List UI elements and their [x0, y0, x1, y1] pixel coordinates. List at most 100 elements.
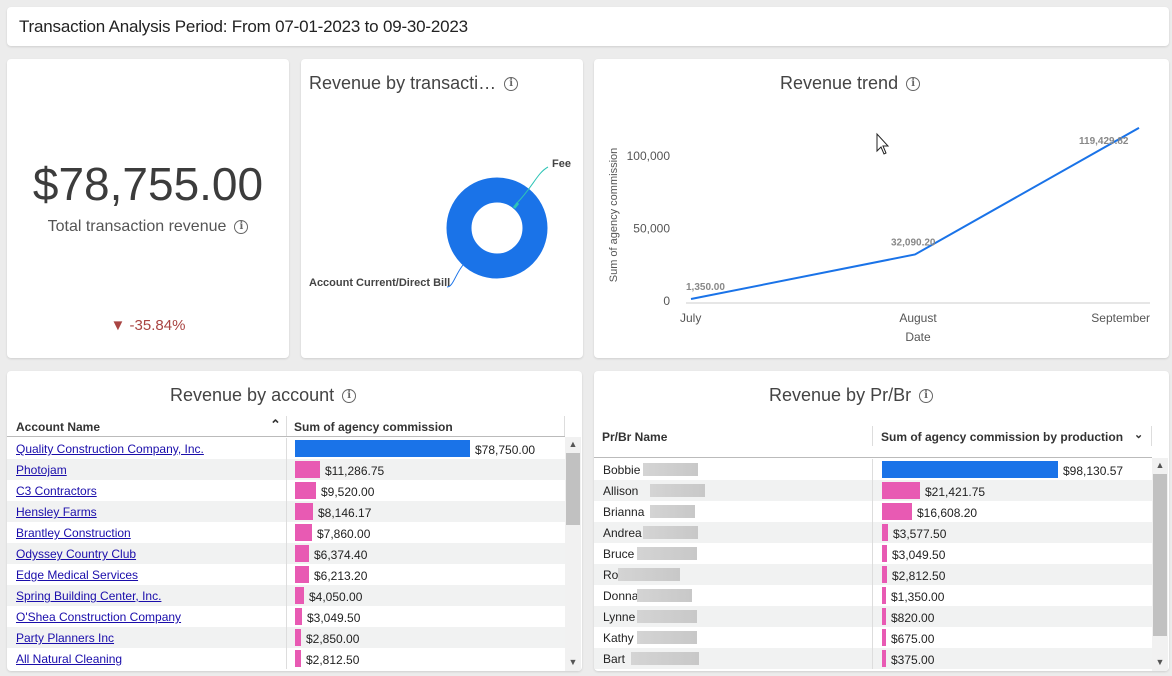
table-row[interactable]: Edge Medical Services $6,213.20 — [7, 564, 565, 585]
table-row[interactable]: Photojam $11,286.75 — [7, 459, 565, 480]
scroll-down-icon[interactable]: ▼ — [1155, 657, 1165, 667]
producer-name: Allison — [603, 484, 639, 498]
producer-name: Kathy — [603, 631, 634, 645]
redacted-name — [637, 610, 697, 623]
account-scrollbar[interactable]: ▲ ▼ — [565, 437, 581, 671]
commission-value: $16,608.20 — [917, 506, 978, 520]
table-row[interactable]: Andrea $3,577.50 — [594, 522, 1152, 543]
commission-bar — [882, 524, 888, 541]
column-divider — [1151, 426, 1152, 446]
table-row[interactable]: Bobbie $98,130.57 — [594, 459, 1152, 480]
trend-title: Revenue trend — [780, 73, 899, 93]
account-link[interactable]: Brantley Construction — [16, 526, 131, 540]
donut-slice-fee[interactable] — [512, 202, 520, 209]
redacted-name — [637, 631, 697, 644]
donut-title: Revenue by transacti… — [309, 73, 497, 93]
account-name-header[interactable]: Account Name — [16, 420, 101, 434]
producer-name: Bruce — [603, 547, 635, 561]
account-link[interactable]: All Natural Cleaning — [16, 652, 123, 666]
commission-value: $7,860.00 — [317, 527, 371, 541]
sort-ascending-icon[interactable]: ⌃ — [270, 417, 281, 432]
redacted-name — [617, 568, 680, 581]
donut-chart: Fee Account Current/Direct Bill — [309, 158, 571, 289]
table-row[interactable]: C3 Contractors $9,520.00 — [7, 480, 565, 501]
scroll-down-icon[interactable]: ▼ — [568, 657, 578, 667]
table-row[interactable]: Lynne $820.00 — [594, 606, 1152, 627]
kpi-change: ▼ -35.84% — [110, 317, 186, 334]
x-tick-label: July — [680, 311, 701, 325]
redacted-name — [637, 547, 697, 560]
info-icon[interactable]: i — [906, 77, 921, 92]
table-row[interactable]: Odyssey Country Club $6,374.40 — [7, 543, 565, 564]
kpi-value: $78,755.00 — [32, 158, 264, 210]
donut-slice-account[interactable] — [446, 177, 548, 279]
column-divider — [872, 426, 873, 446]
table-row[interactable]: Ro $2,812.50 — [594, 564, 1152, 585]
producer-name: Bobbie — [603, 463, 641, 477]
commission-bar — [295, 566, 309, 583]
column-divider — [872, 627, 873, 648]
prbr-scrollbar[interactable]: ▲ ▼ — [1152, 458, 1168, 671]
table-row[interactable]: Kathy $675.00 — [594, 627, 1152, 648]
account-link[interactable]: Edge Medical Services — [16, 568, 139, 582]
trend-line[interactable] — [690, 126, 1140, 301]
table-row[interactable]: Quality Construction Company, Inc. $78,75… — [7, 438, 565, 459]
info-icon[interactable]: i — [504, 77, 519, 92]
table-row[interactable]: Bart $375.00 — [594, 648, 1152, 669]
redacted-name — [643, 463, 699, 476]
prbr-name-header[interactable]: Pr/Br Name — [602, 430, 668, 444]
scroll-thumb[interactable] — [566, 453, 580, 525]
commission-bar — [882, 566, 887, 583]
commission-header[interactable]: Sum of agency commission — [294, 420, 453, 434]
account-link[interactable]: Party Planners Inc — [16, 631, 115, 645]
chevron-down-icon[interactable]: ⌄ — [1134, 429, 1144, 441]
account-link[interactable]: Quality Construction Company, Inc. — [16, 442, 204, 456]
producer-name: Ro — [603, 568, 619, 582]
commission-bar — [295, 461, 320, 478]
redacted-name — [637, 589, 692, 602]
commission-bar — [295, 629, 301, 646]
table-row[interactable]: Allison $21,421.75 — [594, 480, 1152, 501]
account-link[interactable]: O'Shea Construction Company — [16, 610, 182, 624]
column-divider — [872, 501, 873, 522]
redacted-name — [643, 526, 699, 539]
info-icon[interactable]: i — [342, 389, 357, 404]
account-link[interactable]: Hensley Farms — [16, 505, 97, 519]
prbr-commission-header[interactable]: Sum of agency commission by production c… — [881, 430, 1125, 444]
table-row[interactable]: Donna $1,350.00 — [594, 585, 1152, 606]
scroll-up-icon[interactable]: ▲ — [568, 439, 578, 449]
info-icon[interactable]: i — [234, 219, 249, 234]
y-tick-label: 100,000 — [627, 149, 671, 163]
column-divider — [872, 543, 873, 564]
commission-value: $2,812.50 — [892, 569, 946, 583]
producer-name: Andrea — [603, 526, 642, 540]
table-row[interactable]: Party Planners Inc $2,850.00 — [7, 627, 565, 648]
redacted-name — [649, 505, 695, 518]
table-row[interactable]: Spring Building Center, Inc. $4,050.00 — [7, 585, 565, 606]
revenue-trend-card: Revenue trend i Sum of agency commission … — [594, 59, 1169, 358]
account-link[interactable]: Spring Building Center, Inc. — [16, 589, 162, 603]
table-row[interactable]: Hensley Farms $8,146.17 — [7, 501, 565, 522]
commission-bar — [882, 461, 1058, 478]
table-row[interactable]: All Natural Cleaning $2,812.50 — [7, 648, 565, 669]
scroll-thumb[interactable] — [1153, 474, 1167, 636]
table-row[interactable]: Brantley Construction $7,860.00 — [7, 522, 565, 543]
x-tick-label: August — [899, 311, 937, 325]
table-row[interactable]: Bruce $3,049.50 — [594, 543, 1152, 564]
table-row[interactable]: O'Shea Construction Company $3,049.50 — [7, 606, 565, 627]
table-row[interactable]: Brianna $16,608.20 — [594, 501, 1152, 522]
x-axis-label: Date — [905, 330, 931, 344]
column-divider — [286, 416, 287, 436]
column-divider — [872, 522, 873, 543]
commission-value: $375.00 — [891, 653, 935, 667]
kpi-label: Total transaction revenue — [47, 218, 227, 235]
column-divider — [872, 648, 873, 669]
account-link[interactable]: Odyssey Country Club — [16, 547, 137, 561]
account-link[interactable]: C3 Contractors — [16, 484, 97, 498]
commission-bar — [295, 482, 316, 499]
account-link[interactable]: Photojam — [16, 463, 67, 477]
info-icon[interactable]: i — [919, 389, 934, 404]
column-divider — [286, 522, 287, 543]
column-divider — [872, 564, 873, 585]
scroll-up-icon[interactable]: ▲ — [1155, 460, 1165, 470]
